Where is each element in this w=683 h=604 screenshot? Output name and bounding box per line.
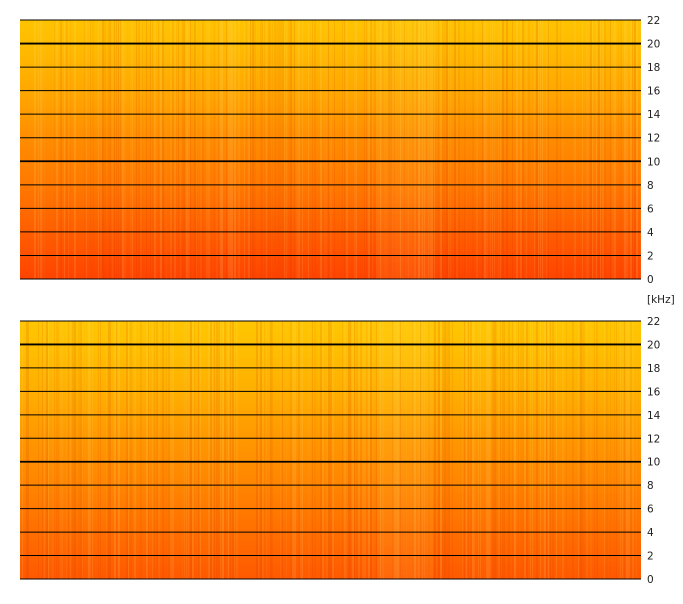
spectrogram-energy-field	[20, 321, 641, 579]
y-tick-label-20: 20	[647, 339, 660, 351]
y-tick-label-14: 14	[647, 410, 661, 422]
spectrogram-texture	[22, 321, 637, 579]
spectrogram-panel-top: 0 2 4 6 8 10 12 14 16 18 20 22	[20, 15, 661, 286]
y-tick-label-4: 4	[647, 527, 654, 539]
y-tick-label-12: 12	[647, 433, 660, 445]
y-tick-label-2: 2	[647, 250, 654, 262]
y-tick-label-10: 10	[647, 156, 660, 168]
y-tick-label-18: 18	[647, 363, 660, 375]
y-tick-label-4: 4	[647, 227, 654, 239]
y-tick-label-0: 0	[647, 574, 654, 586]
spectrogram-texture	[34, 20, 641, 279]
y-tick-label-22: 22	[647, 316, 660, 328]
y-tick-label-20: 20	[647, 39, 660, 51]
y-tick-label-12: 12	[647, 133, 660, 145]
frequency-unit-label: [kHz]	[647, 294, 675, 306]
y-tick-label-18: 18	[647, 62, 660, 74]
y-tick-label-16: 16	[647, 86, 661, 98]
y-tick-label-14: 14	[647, 109, 661, 121]
y-tick-label-6: 6	[647, 504, 654, 516]
y-tick-label-8: 8	[647, 480, 654, 492]
y-tick-label-16: 16	[647, 386, 661, 398]
y-tick-label-10: 10	[647, 457, 660, 469]
y-tick-label-6: 6	[647, 203, 654, 215]
y-tick-label-2: 2	[647, 551, 654, 563]
y-tick-label-22: 22	[647, 15, 660, 27]
spectrogram-energy-field	[20, 20, 641, 279]
spectrogram-panel-bottom: 0 2 4 6 8 10 12 14 16 18 20 22	[20, 316, 661, 586]
y-tick-label-8: 8	[647, 180, 654, 192]
y-tick-label-0: 0	[647, 274, 654, 286]
